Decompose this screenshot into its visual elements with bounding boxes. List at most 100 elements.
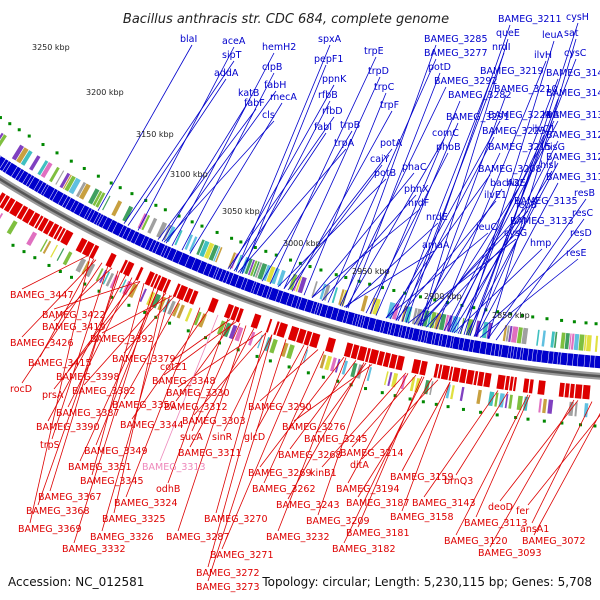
forward-gene-label: potB bbox=[374, 168, 396, 179]
forward-leader-line bbox=[385, 174, 491, 319]
feature-block-inner bbox=[302, 349, 309, 364]
forward-leader-line bbox=[479, 258, 579, 338]
gc-dot-inner bbox=[110, 295, 114, 299]
reverse-gene-label: kinB1 bbox=[310, 468, 337, 479]
feature-block bbox=[573, 333, 580, 351]
feature-block-inner bbox=[105, 272, 115, 287]
forward-gene bbox=[0, 159, 9, 171]
gc-dot bbox=[584, 321, 588, 325]
reverse-gene-label: ditA bbox=[350, 460, 369, 471]
forward-leader-line bbox=[311, 172, 415, 298]
forward-leader-line bbox=[261, 130, 353, 282]
forward-leader-line bbox=[181, 72, 275, 251]
kbp-tick-labels: 3250 kbp 3200 kbp 3150 kbp 3100 kbp 3050 kbp… bbox=[32, 43, 530, 320]
reverse-gene bbox=[230, 306, 240, 321]
gc-dot bbox=[177, 214, 181, 218]
forward-gene bbox=[398, 325, 403, 338]
forward-gene bbox=[557, 352, 561, 365]
gc-dot bbox=[319, 268, 323, 272]
feature-block-inner bbox=[56, 248, 65, 261]
reverse-gene-label: BAMEG_3415 bbox=[28, 358, 92, 369]
feature-block bbox=[174, 230, 183, 246]
gc-dot bbox=[215, 230, 219, 234]
forward-gene bbox=[438, 333, 443, 347]
feature-block bbox=[199, 240, 210, 258]
forward-gene-label: nrdE bbox=[426, 212, 448, 223]
reverse-leader-line bbox=[189, 328, 255, 448]
forward-gene-label: sat bbox=[564, 28, 579, 39]
reverse-leader-line bbox=[29, 256, 91, 524]
reverse-gene-label: BAMEG_3325 bbox=[102, 514, 166, 525]
reverse-gene-label: BAMEG_3324 bbox=[114, 498, 178, 509]
forward-gene bbox=[584, 354, 591, 368]
feature-block-inner bbox=[176, 304, 185, 319]
forward-gene bbox=[411, 328, 420, 342]
forward-gene bbox=[89, 210, 99, 224]
feature-block-inner bbox=[450, 385, 455, 400]
forward-gene-label: bacA2 bbox=[490, 178, 520, 189]
feature-block-inner bbox=[109, 274, 119, 289]
forward-gene bbox=[522, 348, 529, 361]
forward-gene bbox=[462, 338, 471, 352]
feature-block bbox=[443, 314, 450, 331]
reverse-leader-line bbox=[455, 394, 529, 536]
forward-leader-line bbox=[321, 194, 417, 301]
gc-dot-inner bbox=[268, 359, 272, 363]
forward-leader-line bbox=[287, 164, 383, 291]
reverse-leader-line bbox=[499, 400, 579, 502]
forward-gene bbox=[434, 333, 441, 346]
reverse-gene bbox=[3, 197, 16, 213]
gc-dot bbox=[368, 282, 372, 286]
forward-gene bbox=[126, 229, 136, 242]
reverse-leader-line bbox=[263, 351, 325, 484]
forward-gene bbox=[458, 337, 465, 351]
gc-dot-inner bbox=[287, 365, 291, 369]
forward-gene-label: fabF bbox=[244, 98, 265, 109]
kbp-label: 3150 kbp bbox=[136, 130, 174, 139]
reverse-gene-label: BAMEG_3159 bbox=[390, 472, 454, 483]
forward-leader-line bbox=[385, 232, 489, 319]
forward-gene bbox=[253, 282, 261, 295]
reverse-gene bbox=[419, 360, 428, 376]
feature-block bbox=[55, 170, 65, 185]
reverse-leader-line bbox=[287, 362, 365, 500]
feature-block bbox=[252, 261, 260, 277]
forward-gene bbox=[203, 263, 213, 277]
forward-gene bbox=[5, 162, 18, 177]
gc-dot bbox=[418, 295, 422, 299]
forward-gene bbox=[408, 327, 414, 340]
feature-block bbox=[516, 327, 523, 344]
forward-gene bbox=[26, 175, 35, 187]
forward-gene bbox=[130, 231, 140, 244]
reverse-gene bbox=[376, 351, 385, 366]
forward-gene bbox=[261, 285, 270, 298]
feature-block bbox=[338, 289, 345, 305]
feature-block bbox=[502, 325, 508, 342]
reverse-leader-line bbox=[39, 258, 95, 358]
forward-gene bbox=[96, 214, 104, 226]
reverse-gene bbox=[440, 365, 450, 380]
reverse-leader-line bbox=[317, 363, 371, 516]
forward-gene bbox=[212, 267, 220, 279]
forward-gene-label: BAMEG_3123 bbox=[546, 152, 600, 163]
reverse-gene-label: BAMEG_3269 bbox=[248, 468, 312, 479]
reverse-leader-line bbox=[401, 381, 451, 512]
reverse-gene-label: BAMEG_3181 bbox=[346, 528, 410, 539]
feature-block bbox=[247, 259, 255, 276]
reverse-gene bbox=[60, 229, 74, 246]
reverse-leader-line bbox=[47, 274, 127, 422]
reverse-leader-line bbox=[343, 376, 425, 544]
gc-dot-inner bbox=[255, 354, 259, 358]
feature-block bbox=[37, 160, 49, 176]
forward-gene bbox=[310, 301, 318, 314]
feature-block bbox=[40, 162, 53, 178]
forward-leader-line bbox=[397, 136, 495, 322]
forward-leader-line bbox=[469, 98, 559, 336]
forward-gene bbox=[279, 291, 290, 305]
backbone-core bbox=[0, 177, 600, 378]
forward-gene bbox=[577, 354, 585, 367]
forward-gene-label: phbB bbox=[436, 142, 461, 153]
forward-gene bbox=[445, 335, 452, 348]
forward-gene-label: BAMEG_3135 bbox=[514, 196, 578, 207]
feature-block-inner bbox=[193, 311, 202, 326]
